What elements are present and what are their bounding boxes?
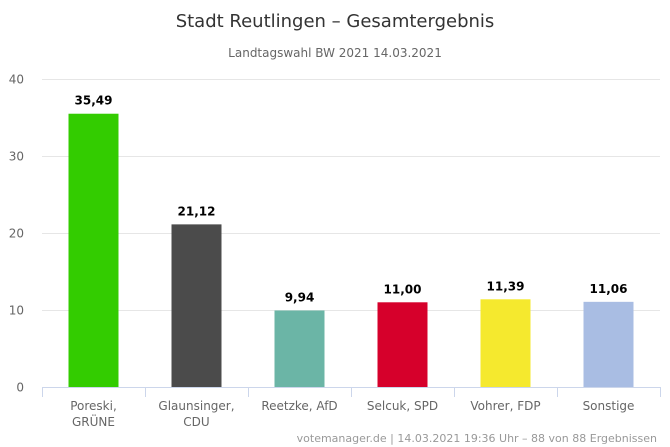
x-tick-label-line: Sonstige: [583, 399, 635, 413]
chart-title: Stadt Reutlingen – Gesamtergebnis: [176, 11, 495, 32]
y-tick-label: 30: [9, 150, 24, 164]
data-label: 9,94: [285, 290, 315, 304]
y-tick-label: 20: [9, 227, 24, 241]
bar[interactable]: [274, 310, 325, 387]
y-tick-label: 10: [9, 304, 24, 318]
x-tick-label: Reetzke, AfD: [261, 399, 337, 413]
data-label: 11,06: [590, 282, 628, 296]
x-tick-label-line: Poreski,: [70, 399, 117, 413]
chart-subtitle: Landtagswahl BW 2021 14.03.2021: [228, 46, 442, 60]
y-tick-label: 0: [16, 381, 24, 395]
x-tick-label-line: GRÜNE: [72, 413, 115, 429]
bar[interactable]: [583, 301, 634, 387]
bar[interactable]: [480, 299, 531, 387]
x-tick-label-line: Glaunsinger,: [158, 399, 234, 413]
y-tick-label: 40: [9, 73, 24, 87]
x-tick-label: Selcuk, SPD: [367, 399, 438, 413]
x-tick-label-line: Vohrer, FDP: [470, 399, 540, 413]
x-tick-label-line: CDU: [183, 415, 209, 429]
bar[interactable]: [377, 302, 428, 387]
x-tick-label: Sonstige: [583, 399, 635, 413]
x-tick-label: Poreski, GRÜNE: [70, 399, 117, 429]
data-label: 11,39: [487, 279, 525, 293]
chart-credit: votemanager.de | 14.03.2021 19:36 Uhr – …: [297, 432, 657, 445]
x-tick-label: Glaunsinger, CDU: [158, 399, 234, 429]
bar[interactable]: [68, 113, 119, 388]
data-label: 21,12: [178, 204, 216, 218]
x-tick-label: Vohrer, FDP: [470, 399, 540, 413]
x-tick-label-line: Reetzke, AfD: [261, 399, 337, 413]
x-tick-label-line: Selcuk, SPD: [367, 399, 438, 413]
data-label: 11,00: [384, 282, 422, 296]
bar[interactable]: [171, 224, 222, 387]
data-label: 35,49: [75, 94, 113, 108]
